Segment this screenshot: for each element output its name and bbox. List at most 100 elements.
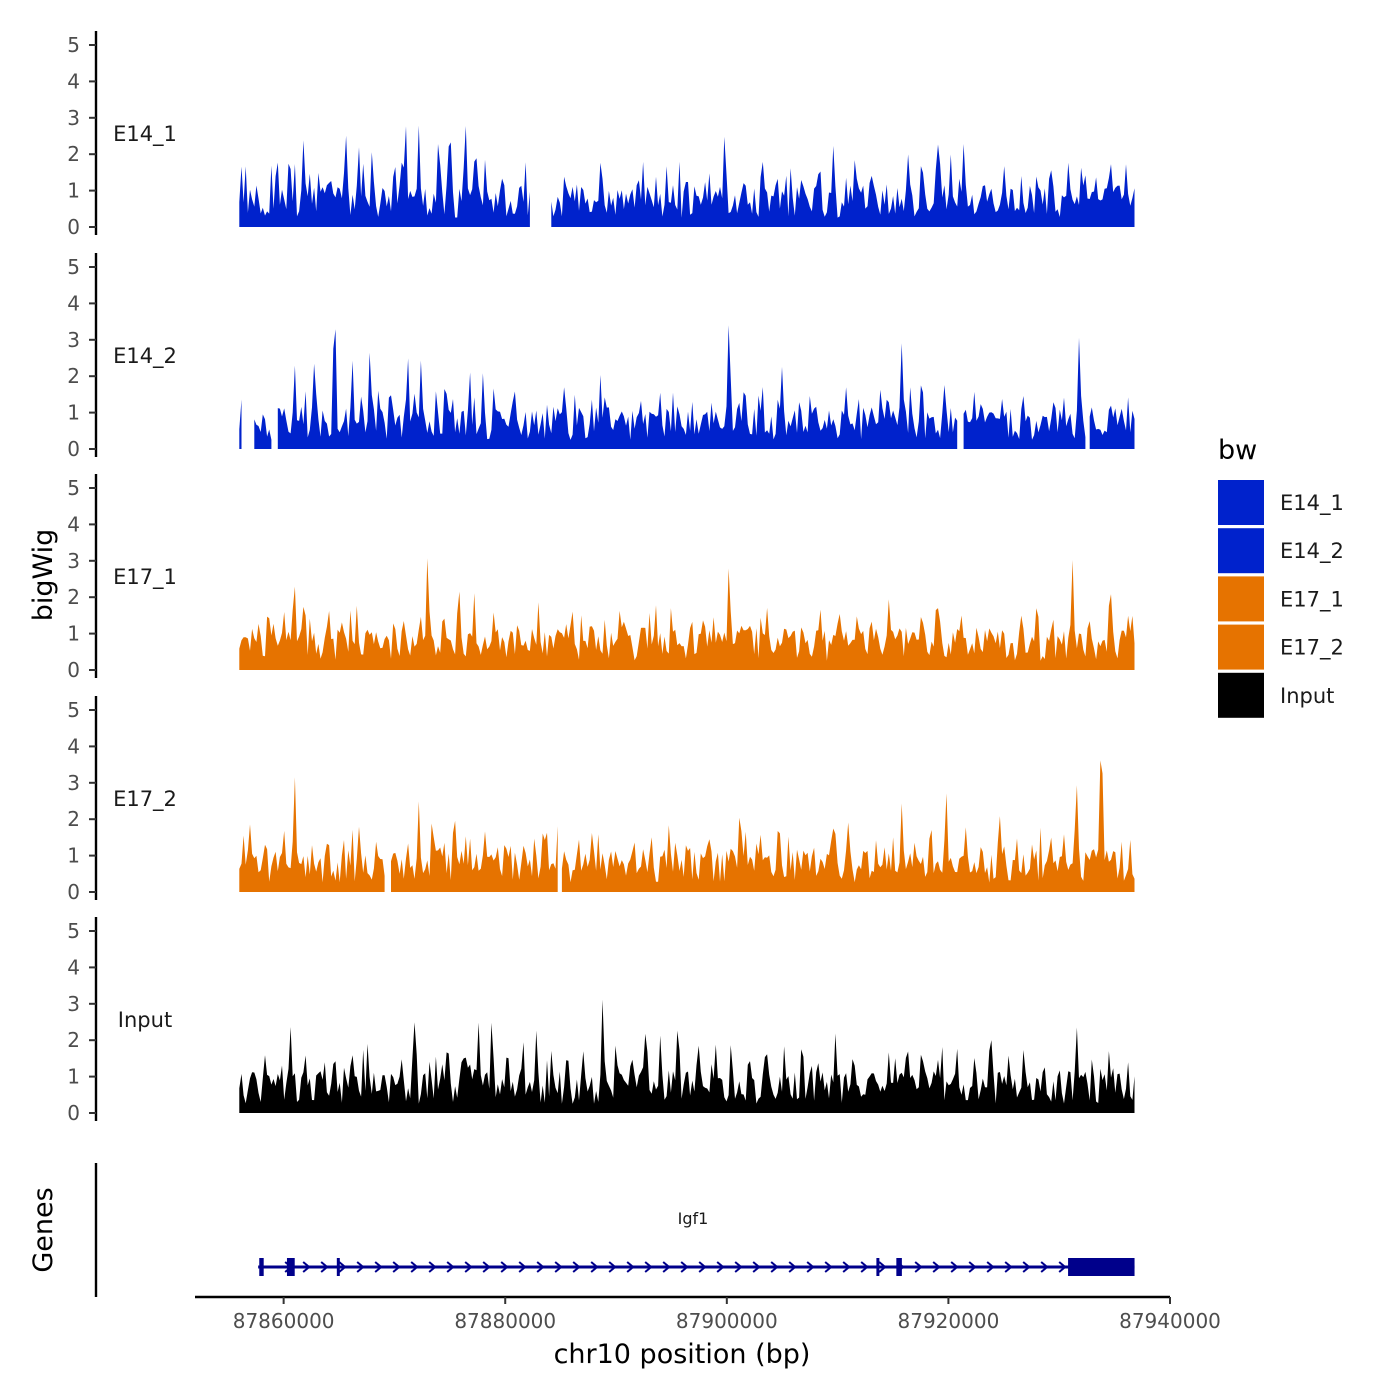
- strand-chevron: [968, 1261, 977, 1273]
- gene-model: [258, 1258, 1135, 1276]
- x-axis-title: chr10 position (bp): [554, 1339, 811, 1370]
- gene-exon: [336, 1258, 340, 1276]
- y-tick-label: 0: [67, 215, 80, 239]
- y-tick-label: 3: [67, 992, 80, 1016]
- legend-swatch-input: [1218, 672, 1264, 718]
- genes-axis-title: Genes: [28, 1187, 59, 1272]
- y-axis-title: bigWig: [28, 529, 59, 622]
- x-tick-label: 87880000: [454, 1309, 556, 1333]
- strand-chevron: [932, 1261, 941, 1273]
- y-tick-label: 3: [67, 549, 80, 573]
- strand-chevron: [986, 1261, 995, 1273]
- y-tick-label: 1: [67, 622, 80, 646]
- strand-chevron: [500, 1261, 509, 1273]
- signal-area-e14-2: [254, 414, 272, 449]
- legend-swatch-e14-1: [1218, 480, 1264, 525]
- y-tick-label: 2: [67, 807, 80, 831]
- signal-area-input: [239, 999, 1135, 1113]
- strand-chevron: [374, 1261, 383, 1273]
- legend-title: bw: [1218, 435, 1257, 466]
- x-tick-label: 87860000: [233, 1309, 335, 1333]
- legend-label: E17_1: [1280, 587, 1344, 612]
- y-tick-label: 5: [67, 33, 80, 57]
- strand-chevron: [806, 1261, 815, 1273]
- y-tick-label: 2: [67, 142, 80, 166]
- strand-chevron: [770, 1261, 779, 1273]
- strand-chevron: [392, 1261, 401, 1273]
- y-tick-label: 2: [67, 585, 80, 609]
- gene-exon: [876, 1258, 880, 1276]
- strand-chevron: [680, 1261, 689, 1273]
- signal-area-e14-2: [963, 337, 1086, 449]
- strand-chevron: [554, 1261, 563, 1273]
- strand-chevron: [644, 1261, 653, 1273]
- track-panel-e14-1: 0 1 2 3 4 5 E14_1: [67, 31, 1135, 239]
- legend-swatch-e17-1: [1218, 576, 1264, 622]
- gene-track-panel: Genes Igf1: [28, 1163, 1135, 1297]
- legend-label: E17_2: [1280, 636, 1344, 661]
- y-tick-label: 1: [67, 401, 80, 425]
- signal-area-e17-2: [561, 760, 1135, 892]
- strand-chevron: [824, 1261, 833, 1273]
- strand-chevron: [572, 1261, 581, 1273]
- strand-chevron: [428, 1261, 437, 1273]
- signal-area-e17-1: [239, 558, 1135, 670]
- y-tick-label: 2: [67, 364, 80, 388]
- y-tick-label: 4: [67, 734, 80, 758]
- strand-chevron: [950, 1261, 959, 1273]
- signal-area-e14-1: [239, 125, 530, 227]
- strand-chevron: [356, 1261, 365, 1273]
- legend-label: Input: [1280, 684, 1334, 708]
- y-tick-label: 5: [67, 255, 80, 279]
- strand-chevron: [590, 1261, 599, 1273]
- strand-chevron: [446, 1261, 455, 1273]
- y-tick-label: 2: [67, 1028, 80, 1052]
- signal-area-e14-2: [277, 325, 958, 449]
- y-tick-label: 5: [67, 919, 80, 943]
- strand-chevron: [338, 1261, 347, 1273]
- track-label: Input: [118, 1008, 172, 1032]
- signal-area-e14-2: [239, 399, 242, 449]
- y-tick-label: 4: [67, 69, 80, 93]
- strand-chevron: [626, 1261, 635, 1273]
- strand-chevron: [878, 1261, 887, 1273]
- y-tick-label: 0: [67, 658, 80, 682]
- strand-chevron: [788, 1261, 797, 1273]
- track-label: E14_2: [113, 344, 177, 369]
- legend-swatch-e14-2: [1218, 528, 1264, 574]
- gene-name-label: Igf1: [678, 1209, 709, 1228]
- y-tick-label: 0: [67, 880, 80, 904]
- track-panel-e17-2: 0 1 2 3 4 5 E17_2: [67, 696, 1135, 904]
- strand-chevron: [608, 1261, 617, 1273]
- gene-exon: [286, 1258, 295, 1276]
- y-tick-label: 5: [67, 698, 80, 722]
- legend-swatch-e17-2: [1218, 624, 1264, 670]
- track-label: E17_1: [113, 565, 177, 590]
- strand-chevron: [752, 1261, 761, 1273]
- strand-chevron: [1022, 1261, 1031, 1273]
- strand-chevron: [914, 1261, 923, 1273]
- strand-chevron: [464, 1261, 473, 1273]
- x-tick-label: 87940000: [1119, 1309, 1221, 1333]
- x-tick-label: 87900000: [676, 1309, 778, 1333]
- strand-chevron: [410, 1261, 419, 1273]
- strand-chevron: [1004, 1261, 1013, 1273]
- gene-exon: [896, 1258, 902, 1276]
- y-tick-label: 4: [67, 512, 80, 536]
- strand-chevron: [302, 1261, 311, 1273]
- y-tick-label: 1: [67, 1065, 80, 1089]
- strand-chevron: [1040, 1261, 1049, 1273]
- strand-chevron: [536, 1261, 545, 1273]
- strand-chevron: [734, 1261, 743, 1273]
- strand-chevron: [842, 1261, 851, 1273]
- strand-chevron: [482, 1261, 491, 1273]
- x-tick-label: 87920000: [898, 1309, 1000, 1333]
- signal-area-e17-2: [391, 801, 558, 892]
- y-tick-label: 5: [67, 476, 80, 500]
- track-label: E17_2: [113, 787, 177, 812]
- strand-chevron: [662, 1261, 671, 1273]
- bigwig-panels: 0 1 2 3 4 5 E14_1 0 1 2 3 4 5 E14_2 0 1 2 3 4 5 E17_1 0 1 2 3 4 5 E…: [67, 31, 1135, 1125]
- signal-area-e17-2: [239, 777, 385, 892]
- signal-area-e14-2: [1089, 397, 1135, 449]
- track-panel-e17-1: 0 1 2 3 4 5 E17_1: [67, 474, 1135, 682]
